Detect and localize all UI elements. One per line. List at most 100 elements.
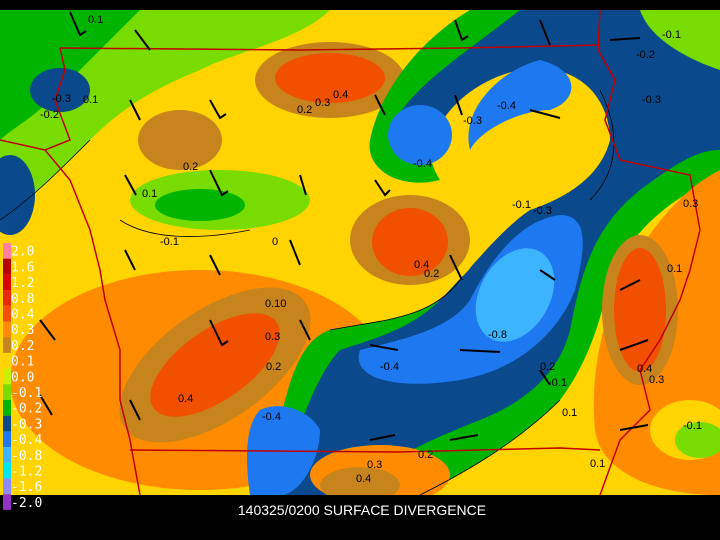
legend-swatch xyxy=(3,415,11,432)
legend-swatch xyxy=(3,447,11,463)
legend-swatch xyxy=(3,494,11,510)
legend-label: -0.4 xyxy=(11,433,42,448)
contour-label: -0.4 xyxy=(413,158,432,170)
field-region xyxy=(475,248,555,342)
contour-label: 0.2 xyxy=(418,449,433,461)
field-region xyxy=(468,60,572,150)
field-region xyxy=(150,313,280,417)
legend-label: 0.0 xyxy=(11,370,34,385)
contour-label: 0.2 xyxy=(183,161,198,173)
contour-label: -0.4 xyxy=(497,100,516,112)
legend-label: 0.1 xyxy=(11,355,34,370)
legend-label: -0.8 xyxy=(11,449,42,464)
legend: 2.01.61.20.80.40.30.20.10.0-0.1-0.2-0.3-… xyxy=(3,243,42,511)
legend-label: 2.0 xyxy=(11,245,34,260)
legend-swatch xyxy=(3,321,11,338)
contour-label: 0.1 xyxy=(667,263,682,275)
contour-label: -0.1 xyxy=(548,377,567,389)
legend-swatch xyxy=(3,368,11,385)
legend-label: -0.3 xyxy=(11,417,42,432)
legend-swatch xyxy=(3,384,11,400)
contour-label: -0.8 xyxy=(488,329,507,341)
contour-line xyxy=(0,89,615,495)
field-region xyxy=(614,248,666,372)
legend-swatch xyxy=(3,462,11,479)
state-border xyxy=(0,47,71,151)
contour-label: 0.2 xyxy=(266,361,281,373)
contour-label: 0.1 xyxy=(590,458,605,470)
contour-label: -0.2 xyxy=(636,49,655,61)
field-region xyxy=(388,105,452,165)
legend-label: 0.4 xyxy=(11,308,35,323)
contour-label: 0.3 xyxy=(683,198,698,210)
contour-label: 0.3 xyxy=(367,459,382,471)
field-region xyxy=(30,68,90,112)
contour-label: 0.4 xyxy=(333,89,348,101)
contour-label: -0.1 xyxy=(160,236,179,248)
legend-swatch xyxy=(3,305,11,322)
contour-label: 0.1 xyxy=(83,94,98,106)
contour-label: 0.1 xyxy=(142,188,157,200)
field-region xyxy=(0,155,35,235)
contour-label: -0.3 xyxy=(533,205,552,217)
state-border xyxy=(597,10,701,495)
contour-label: 0.2 xyxy=(540,361,555,373)
contour-label: -0.3 xyxy=(52,93,71,105)
contour-label: 0.4 xyxy=(356,473,371,485)
field-region xyxy=(640,10,720,70)
legend-label: -0.2 xyxy=(11,402,42,417)
legend-label: 0.8 xyxy=(11,292,34,307)
legend-swatch xyxy=(3,352,11,369)
legend-label: 1.6 xyxy=(11,260,34,275)
contour-field: 0.1 -0.3 0.1 -0.2 0.3 0.4 0.2 -0.4 -0.3 … xyxy=(0,10,720,495)
state-border xyxy=(59,44,601,51)
contour-label: -0.2 xyxy=(40,109,59,121)
contour-label: 0.4 xyxy=(178,393,193,405)
contour-label: -0.4 xyxy=(380,361,399,373)
contour-label: 0.2 xyxy=(424,268,439,280)
legend-label: 0.2 xyxy=(11,339,34,354)
wind-barbs xyxy=(39,11,649,441)
field-region xyxy=(138,110,222,170)
contour-label: 0.3 xyxy=(315,97,330,109)
contour-label: 0.2 xyxy=(297,104,312,116)
legend-swatch xyxy=(3,258,11,275)
field-region xyxy=(320,467,400,495)
field-region xyxy=(372,208,448,276)
legend-label: -2.0 xyxy=(11,496,42,511)
contour-label: -0.1 xyxy=(662,29,681,41)
contour-label: -0.1 xyxy=(512,199,531,211)
contour-label: 0.10 xyxy=(265,298,286,310)
contour-label: -0.4 xyxy=(262,411,281,423)
contour-label: -0.3 xyxy=(463,115,482,127)
contour-label: 0.1 xyxy=(562,407,577,419)
legend-swatch xyxy=(3,274,11,291)
contour-label: 0.4 xyxy=(637,363,652,375)
contour-label: 0.4 xyxy=(414,259,429,271)
legend-label: -0.1 xyxy=(11,386,42,401)
legend-swatch xyxy=(3,431,11,448)
field-region xyxy=(675,422,720,458)
legend-label: 1.2 xyxy=(11,276,34,291)
state-border xyxy=(44,149,141,495)
wind-barb xyxy=(39,11,649,441)
contour-label: -0.1 xyxy=(683,420,702,432)
field-region xyxy=(155,189,245,221)
legend-label: 0.3 xyxy=(11,323,34,338)
contour-label: -0.3 xyxy=(642,94,661,106)
contour-label: 0.3 xyxy=(265,331,280,343)
state-border xyxy=(129,447,601,453)
legend-swatch xyxy=(3,337,11,353)
legend-swatch xyxy=(3,243,11,259)
legend-swatch xyxy=(3,400,11,416)
contour-label: 0 xyxy=(272,236,278,248)
legend-swatch xyxy=(3,290,11,306)
field-region xyxy=(275,53,385,103)
contour-label: 0.3 xyxy=(649,374,664,386)
contour-labels: 0.1 -0.3 0.1 -0.2 0.3 0.4 0.2 -0.4 -0.3 … xyxy=(40,14,702,485)
legend-label: -1.6 xyxy=(11,480,42,495)
legend-label: -1.2 xyxy=(11,465,42,480)
legend-swatch xyxy=(3,478,11,495)
map-title: 140325/0200 SURFACE DIVERGENCE xyxy=(238,502,486,518)
